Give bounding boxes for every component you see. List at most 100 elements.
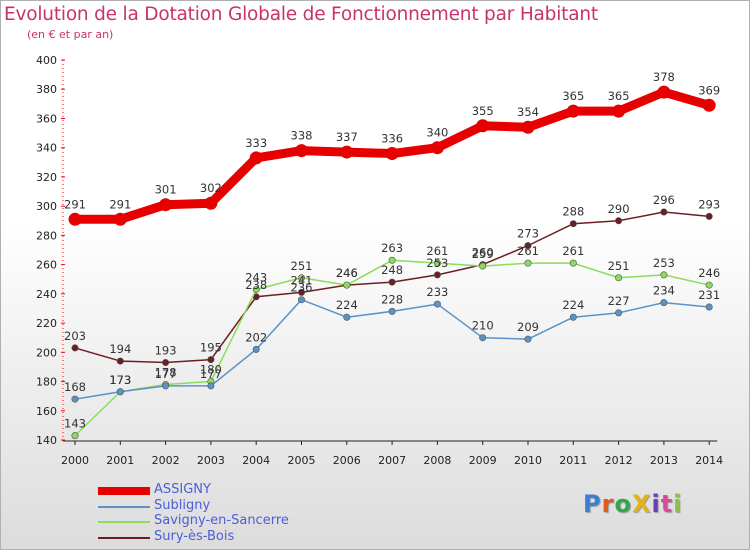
data-label: 241 — [291, 273, 313, 287]
data-label: 236 — [291, 281, 313, 295]
data-label: 143 — [64, 417, 86, 431]
data-point — [343, 313, 351, 321]
data-point — [524, 259, 532, 267]
series-assigny — [68, 85, 716, 226]
legend-label: Subligny — [154, 497, 211, 513]
data-point — [162, 359, 170, 367]
legend-label: ASSIGNY — [154, 482, 211, 497]
logo-letter: i — [673, 490, 683, 518]
data-point — [207, 382, 215, 390]
data-label: 340 — [426, 126, 448, 140]
data-point — [71, 432, 79, 440]
x-tick-label: 2001 — [106, 454, 134, 467]
data-point — [385, 147, 399, 161]
data-point — [524, 335, 532, 343]
data-point — [479, 262, 487, 270]
x-tick-label: 2009 — [469, 454, 497, 467]
x-tick-label: 2008 — [423, 454, 451, 467]
data-label: 238 — [245, 278, 267, 292]
proxiti-logo: ProXiti — [583, 490, 682, 518]
data-point — [569, 313, 577, 321]
x-tick-label: 2003 — [197, 454, 225, 467]
data-point — [343, 281, 351, 289]
data-label: 210 — [472, 319, 494, 333]
data-point — [252, 345, 260, 353]
data-label: 338 — [291, 129, 313, 143]
series-subligny — [71, 296, 713, 403]
data-label: 354 — [517, 105, 539, 119]
data-label: 288 — [562, 205, 584, 219]
data-point — [71, 344, 79, 352]
data-point — [657, 85, 671, 99]
data-label: 234 — [653, 284, 675, 298]
y-tick-label: 360 — [36, 112, 57, 125]
data-label: 261 — [426, 244, 448, 258]
data-label: 168 — [64, 380, 86, 394]
y-tick-label: 240 — [36, 288, 57, 301]
data-label: 251 — [608, 259, 630, 273]
data-point — [705, 212, 713, 220]
logo-letter: o — [614, 490, 632, 518]
data-label: 246 — [336, 266, 358, 280]
data-label: 291 — [109, 197, 131, 211]
y-tick-label: 180 — [36, 376, 57, 389]
data-point — [388, 307, 396, 315]
x-tick-label: 2010 — [514, 454, 542, 467]
data-label: 224 — [336, 298, 358, 312]
series-layer — [68, 85, 716, 440]
data-label: 248 — [381, 263, 403, 277]
data-label: 378 — [653, 70, 675, 84]
y-tick-label: 380 — [36, 83, 57, 96]
data-point — [566, 104, 580, 118]
data-label: 233 — [426, 285, 448, 299]
x-tick-label: 2006 — [333, 454, 361, 467]
data-label: 355 — [472, 104, 494, 118]
data-label: 251 — [291, 259, 313, 273]
data-label: 177 — [200, 367, 222, 381]
data-label: 194 — [109, 342, 131, 356]
data-point — [297, 274, 305, 282]
data-label: 293 — [698, 197, 720, 211]
data-point — [116, 357, 124, 365]
logo-letter: t — [660, 490, 674, 518]
x-tick-label: 2014 — [695, 454, 723, 467]
y-tick-label: 260 — [36, 259, 57, 272]
data-label: 253 — [653, 256, 675, 270]
data-point — [162, 382, 170, 390]
data-label: 369 — [698, 83, 720, 97]
data-point — [340, 145, 354, 159]
y-tick-label: 160 — [36, 405, 57, 418]
y-tick-label: 280 — [36, 229, 57, 242]
data-label: 209 — [517, 320, 539, 334]
data-label: 193 — [155, 344, 177, 358]
logo-letter: X — [631, 490, 652, 518]
data-point — [71, 395, 79, 403]
chart-subtitle: (en € et par an) — [27, 28, 114, 41]
data-point — [207, 356, 215, 364]
data-label: 263 — [381, 241, 403, 255]
data-point — [705, 281, 713, 289]
data-label: 333 — [245, 136, 267, 150]
data-point — [295, 144, 308, 158]
y-tick-label: 200 — [36, 346, 57, 359]
data-point — [660, 299, 668, 307]
data-label: 180 — [200, 363, 222, 377]
data-label: 301 — [155, 183, 177, 197]
y-tick-label: 220 — [36, 317, 57, 330]
data-label: 261 — [517, 244, 539, 258]
legend-swatch — [98, 536, 150, 539]
x-tick-label: 2005 — [288, 454, 316, 467]
data-label: 177 — [155, 367, 177, 381]
data-point — [702, 98, 716, 112]
data-point — [612, 104, 626, 118]
data-point — [249, 151, 263, 165]
data-label: 260 — [472, 246, 494, 260]
data-label: 227 — [608, 294, 630, 308]
data-label: 273 — [517, 227, 539, 241]
y-tick-label: 400 — [36, 54, 57, 67]
data-point — [521, 120, 535, 134]
data-label: 290 — [608, 202, 630, 216]
x-tick-label: 2002 — [152, 454, 180, 467]
y-tick-label: 340 — [36, 142, 57, 155]
